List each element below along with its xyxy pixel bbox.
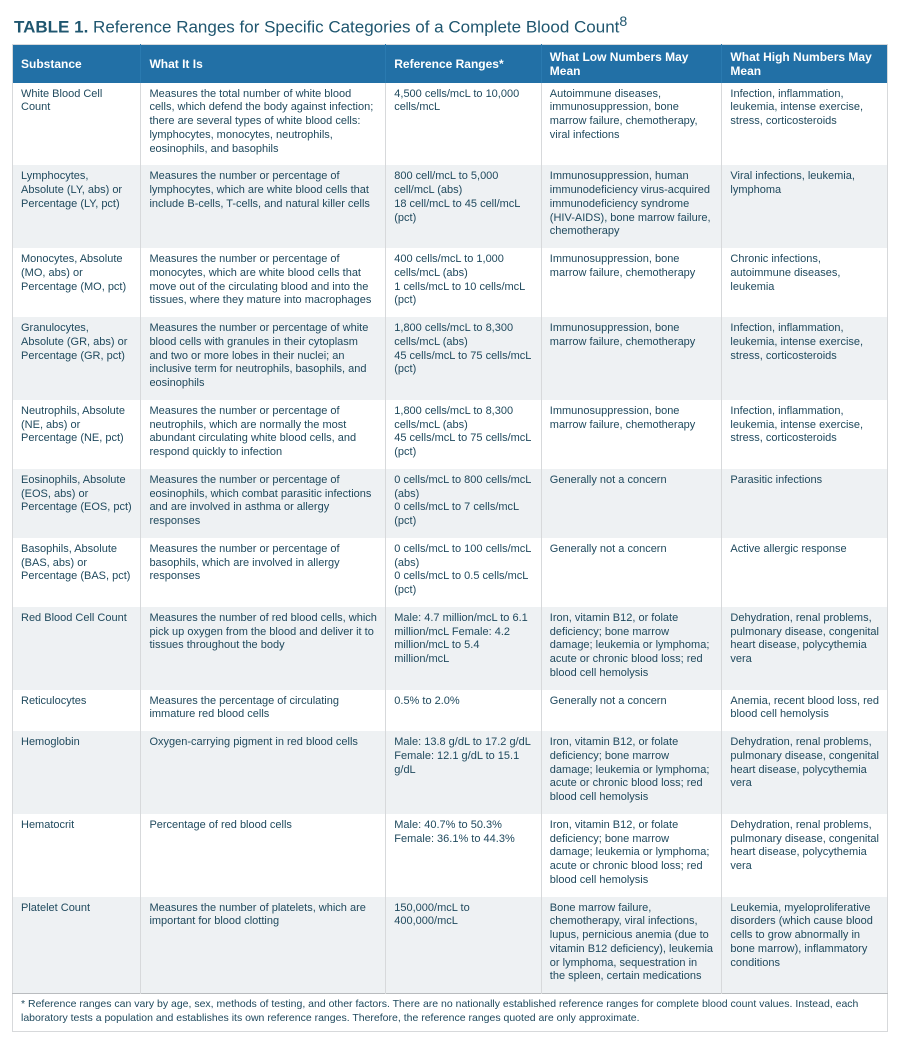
table-cell: Iron, vitamin B12, or folate deficiency;… — [541, 607, 722, 690]
table-cell: Male: 40.7% to 50.3%Female: 36.1% to 44.… — [386, 814, 542, 897]
table-cell: Generally not a concern — [541, 469, 722, 538]
table-row: Monocytes, Absolute (MO, abs) or Percent… — [13, 248, 888, 317]
col-header: What Low Numbers May Mean — [541, 44, 722, 83]
table-cell: 400 cells/mcL to 1,000 cells/mcL (abs)1 … — [386, 248, 542, 317]
table-cell: Parasitic infections — [722, 469, 888, 538]
table-header-row: Substance What It Is Reference Ranges* W… — [13, 44, 888, 83]
table-cell: Infection, inflammation, leukemia, inten… — [722, 400, 888, 469]
table-cell: Platelet Count — [13, 897, 141, 994]
reference-table: Substance What It Is Reference Ranges* W… — [12, 44, 888, 1033]
table-row: HemoglobinOxygen-carrying pigment in red… — [13, 731, 888, 814]
table-cell: 0 cells/mcL to 800 cells/mcL (abs)0 cell… — [386, 469, 542, 538]
table-cell: Measures the number of platelets, which … — [141, 897, 386, 994]
table-cell: Dehydration, renal problems, pulmonary d… — [722, 731, 888, 814]
col-header: Substance — [13, 44, 141, 83]
table-row: HematocritPercentage of red blood cellsM… — [13, 814, 888, 897]
table-row: Red Blood Cell CountMeasures the number … — [13, 607, 888, 690]
table-cell: Dehydration, renal problems, pulmonary d… — [722, 607, 888, 690]
table-cell: Dehydration, renal problems, pulmonary d… — [722, 814, 888, 897]
table-title-text: Reference Ranges for Specific Categories… — [88, 18, 619, 37]
table-cell: Measures the number or percentage of whi… — [141, 317, 386, 400]
table-cell: Immunosuppression, bone marrow failure, … — [541, 248, 722, 317]
table-row: White Blood Cell CountMeasures the total… — [13, 83, 888, 166]
table-footnote-row: * Reference ranges can vary by age, sex,… — [13, 994, 888, 1032]
table-cell: Measures the total number of white blood… — [141, 83, 386, 166]
table-cell: 1,800 cells/mcL to 8,300 cells/mcL (abs)… — [386, 400, 542, 469]
table-cell: Immunosuppression, human immunodeficienc… — [541, 165, 722, 248]
table-cell: Chronic infections, autoimmune diseases,… — [722, 248, 888, 317]
table-cell: Autoimmune diseases, immunosuppression, … — [541, 83, 722, 166]
table-title: TABLE 1. Reference Ranges for Specific C… — [14, 14, 888, 38]
table-footnote: * Reference ranges can vary by age, sex,… — [13, 994, 888, 1032]
table-row: Granulocytes, Absolute (GR, abs) or Perc… — [13, 317, 888, 400]
table-cell: Lymphocytes, Absolute (LY, abs) or Perce… — [13, 165, 141, 248]
table-cell: 4,500 cells/mcL to 10,000 cells/mcL — [386, 83, 542, 166]
table-row: Neutrophils, Absolute (NE, abs) or Perce… — [13, 400, 888, 469]
col-header: Reference Ranges* — [386, 44, 542, 83]
table-label: TABLE 1. — [14, 18, 88, 37]
table-cell: Hemoglobin — [13, 731, 141, 814]
table-cell: Percentage of red blood cells — [141, 814, 386, 897]
table-row: Eosinophils, Absolute (EOS, abs) or Perc… — [13, 469, 888, 538]
table-cell: Male: 13.8 g/dL to 17.2 g/dLFemale: 12.1… — [386, 731, 542, 814]
table-cell: Measures the number or percentage of eos… — [141, 469, 386, 538]
table-cell: Measures the number or percentage of bas… — [141, 538, 386, 607]
table-cell: 150,000/mcL to 400,000/mcL — [386, 897, 542, 994]
table-cell: Measures the number or percentage of neu… — [141, 400, 386, 469]
table-cell: Measures the number or percentage of lym… — [141, 165, 386, 248]
table-container: TABLE 1. Reference Ranges for Specific C… — [0, 0, 900, 1044]
table-cell: Red Blood Cell Count — [13, 607, 141, 690]
table-cell: Oxygen-carrying pigment in red blood cel… — [141, 731, 386, 814]
table-cell: Male: 4.7 million/mcL to 6.1 million/mcL… — [386, 607, 542, 690]
table-cell: 800 cell/mcL to 5,000 cell/mcL (abs)18 c… — [386, 165, 542, 248]
table-cell: Measures the number or percentage of mon… — [141, 248, 386, 317]
table-cell: Neutrophils, Absolute (NE, abs) or Perce… — [13, 400, 141, 469]
table-cell: Infection, inflammation, leukemia, inten… — [722, 83, 888, 166]
table-cell: Bone marrow failure, chemotherapy, viral… — [541, 897, 722, 994]
table-cell: Measures the number of red blood cells, … — [141, 607, 386, 690]
table-cell: Viral infections, leukemia, lymphoma — [722, 165, 888, 248]
table-cell: Active allergic response — [722, 538, 888, 607]
table-cell: 1,800 cells/mcL to 8,300 cells/mcL (abs)… — [386, 317, 542, 400]
table-row: Basophils, Absolute (BAS, abs) or Percen… — [13, 538, 888, 607]
table-cell: White Blood Cell Count — [13, 83, 141, 166]
table-cell: 0 cells/mcL to 100 cells/mcL (abs)0 cell… — [386, 538, 542, 607]
table-cell: Iron, vitamin B12, or folate deficiency;… — [541, 814, 722, 897]
table-cell: Reticulocytes — [13, 690, 141, 732]
table-cell: Immunosuppression, bone marrow failure, … — [541, 317, 722, 400]
table-cell: Iron, vitamin B12, or folate deficiency;… — [541, 731, 722, 814]
table-cell: Measures the percentage of circulating i… — [141, 690, 386, 732]
table-cell: Generally not a concern — [541, 538, 722, 607]
table-cell: Leukemia, myeloproliferative disorders (… — [722, 897, 888, 994]
table-title-sup: 8 — [619, 14, 627, 30]
table-body: White Blood Cell CountMeasures the total… — [13, 83, 888, 994]
table-cell: Anemia, recent blood loss, red blood cel… — [722, 690, 888, 732]
table-cell: Immunosuppression, bone marrow failure, … — [541, 400, 722, 469]
table-cell: Granulocytes, Absolute (GR, abs) or Perc… — [13, 317, 141, 400]
table-cell: Basophils, Absolute (BAS, abs) or Percen… — [13, 538, 141, 607]
table-cell: Generally not a concern — [541, 690, 722, 732]
table-cell: Eosinophils, Absolute (EOS, abs) or Perc… — [13, 469, 141, 538]
table-cell: Infection, inflammation, leukemia, inten… — [722, 317, 888, 400]
col-header: What High Numbers May Mean — [722, 44, 888, 83]
table-cell: 0.5% to 2.0% — [386, 690, 542, 732]
table-cell: Hematocrit — [13, 814, 141, 897]
table-row: Platelet CountMeasures the number of pla… — [13, 897, 888, 994]
col-header: What It Is — [141, 44, 386, 83]
table-row: ReticulocytesMeasures the percentage of … — [13, 690, 888, 732]
table-row: Lymphocytes, Absolute (LY, abs) or Perce… — [13, 165, 888, 248]
table-cell: Monocytes, Absolute (MO, abs) or Percent… — [13, 248, 141, 317]
